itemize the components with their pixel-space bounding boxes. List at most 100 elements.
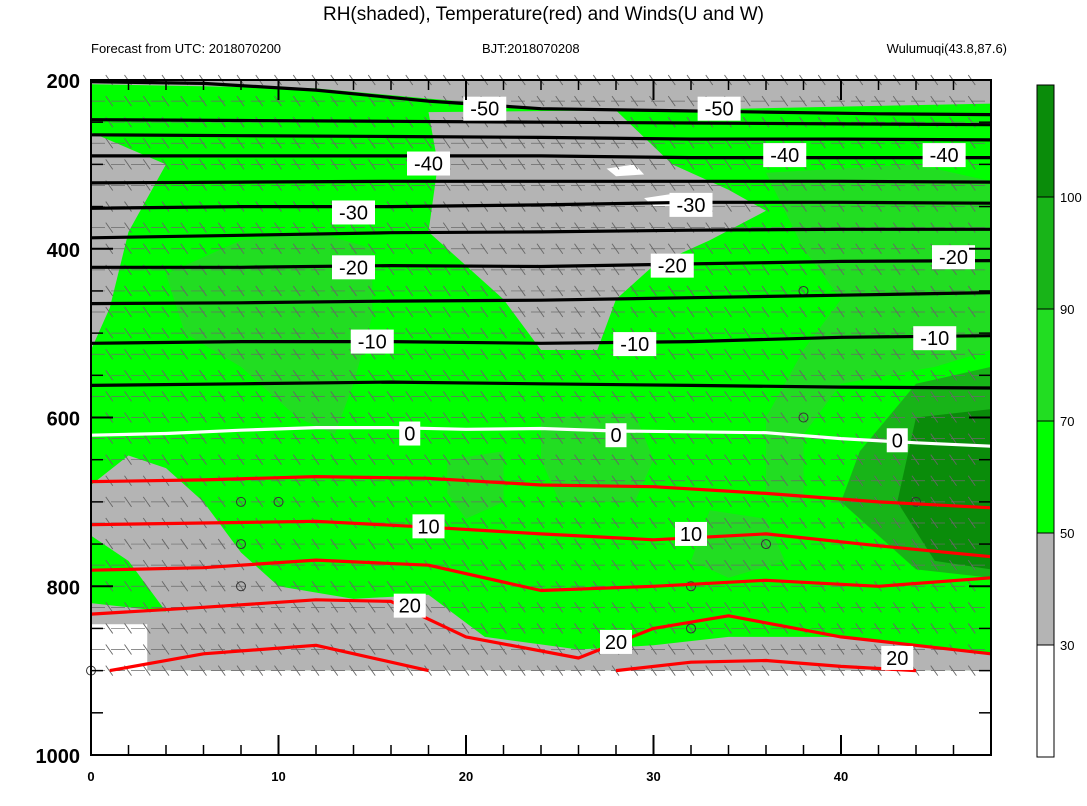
wind-barb [686, 391, 695, 402]
wind-barb [761, 559, 770, 571]
wind-barb [742, 95, 751, 107]
wind-barb [161, 159, 170, 170]
wind-barb [461, 454, 470, 465]
wind-barb [461, 348, 470, 360]
wind-barb [742, 623, 751, 634]
wind-barb [386, 412, 395, 423]
wind-barb [705, 644, 714, 655]
wind-barb [142, 496, 151, 508]
wind-barb [461, 496, 470, 508]
contour-label-box [650, 253, 694, 278]
wind-barb [124, 285, 132, 297]
colorbar-swatch [1036, 420, 1055, 534]
wind-barb [386, 433, 395, 444]
wind-barb [386, 665, 395, 676]
contour-label-box [350, 329, 394, 354]
wind-barb [705, 433, 714, 444]
wind-barb [761, 306, 770, 318]
calm-wind-marker [236, 539, 246, 550]
wind-barb [105, 222, 114, 233]
contour-label: -40 [770, 145, 799, 167]
wind-barb [724, 538, 732, 550]
wind-barb [724, 285, 732, 297]
wind-barb [142, 623, 151, 634]
contour-label: -30 [339, 202, 368, 224]
bjt-time-label: BJT:2018070208 [482, 41, 580, 56]
isotherm-25 [615, 658, 917, 673]
contour-label: -30 [677, 195, 706, 217]
wind-barb [442, 138, 451, 149]
wind-barb [386, 496, 395, 508]
wind-barb [105, 348, 114, 360]
wind-barb [686, 602, 695, 613]
colorbar-label: 70 [1060, 414, 1074, 429]
contour-label-box [932, 245, 975, 270]
calm-wind-marker [798, 412, 809, 423]
wind-barb [461, 327, 470, 339]
wind-barb [105, 538, 114, 550]
wind-barb [124, 391, 132, 402]
wind-barb [724, 475, 732, 487]
wind-barb [461, 391, 470, 402]
wind-barb [742, 602, 751, 613]
wind-barb [424, 306, 432, 318]
isotherm--20 [91, 259, 992, 269]
wind-barb [161, 243, 170, 255]
wind-barb [405, 391, 414, 402]
isotherm-10 [90, 519, 992, 559]
wind-barb [386, 159, 395, 170]
wind-barb [761, 517, 770, 529]
wind-barb [405, 370, 414, 381]
wind-barb [742, 412, 751, 423]
colorbar-swatch [1036, 196, 1055, 310]
wind-barb [124, 222, 132, 233]
wind-barb [761, 454, 770, 465]
wind-barb [705, 306, 714, 318]
wind-barb [724, 517, 732, 529]
wind-barb [405, 412, 414, 423]
wind-barb [442, 327, 451, 339]
isotherm-lines-layer [90, 80, 992, 673]
wind-barb [705, 264, 714, 276]
wind-barb [386, 644, 395, 655]
wind-barb [405, 243, 414, 255]
contour-label-box [407, 151, 450, 176]
wind-barb [442, 391, 451, 402]
wind-barb [705, 348, 714, 360]
wind-barb [461, 538, 470, 550]
wind-barb [105, 327, 114, 339]
wind-barb [461, 644, 470, 655]
wind-barb [161, 496, 170, 508]
calm-wind-marker [911, 496, 921, 507]
wind-barb [405, 348, 414, 360]
wind-barb [142, 665, 151, 676]
wind-barb [705, 159, 714, 170]
wind-barb [742, 348, 751, 360]
contour-label-box [412, 514, 445, 539]
wind-barb [461, 306, 470, 318]
wind-barb [686, 243, 695, 255]
wind-barb [386, 370, 395, 381]
calm-wind-marker [686, 581, 696, 592]
chart-title: RH(shaded), Temperature(red) and Winds(U… [322, 4, 765, 25]
wind-barb [142, 285, 151, 297]
wind-barb [405, 580, 414, 592]
wind-barb [424, 348, 432, 360]
contour-label: 20 [399, 596, 421, 618]
wind-barb [761, 665, 770, 676]
isotherm--30 [90, 200, 992, 210]
wind-barb [461, 580, 470, 592]
wind-barb [761, 327, 770, 339]
contour-label: -20 [658, 256, 687, 278]
contour-label-box [922, 143, 966, 168]
wind-barb [742, 538, 751, 550]
wind-barb [442, 306, 451, 318]
wind-barb [424, 412, 432, 423]
wind-barb [386, 138, 395, 149]
wind-barb [424, 391, 432, 402]
wind-barb [742, 496, 751, 508]
wind-barb [386, 391, 395, 402]
wind-barb [424, 243, 432, 255]
wind-barb [461, 559, 470, 571]
wind-barb [742, 327, 751, 339]
